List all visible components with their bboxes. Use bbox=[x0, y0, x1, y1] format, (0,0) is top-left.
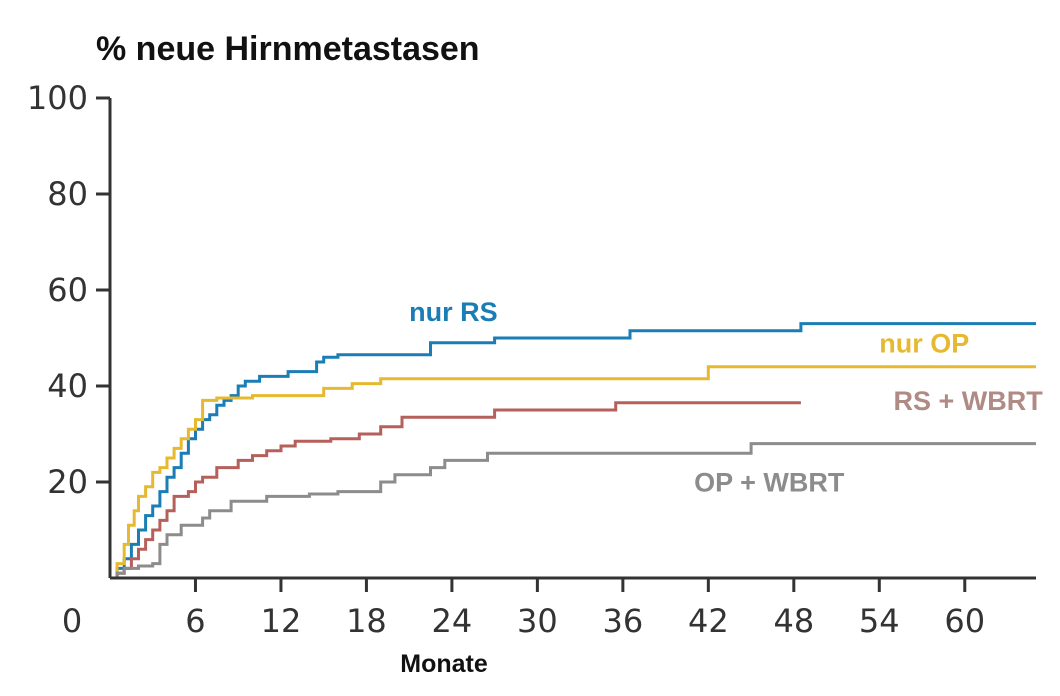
chart-title: % neue Hirnmetastasen bbox=[96, 30, 480, 68]
series-layer bbox=[110, 322, 1036, 580]
y-tick-label: 40 bbox=[47, 367, 88, 405]
x-tick-label: 54 bbox=[859, 602, 900, 640]
x-tick-label-origin: 0 bbox=[62, 602, 82, 640]
axes bbox=[108, 98, 1036, 580]
series-line-op-wbrt bbox=[110, 442, 1036, 580]
series-label-rs-wbrt: RS + WBRT bbox=[894, 386, 1044, 416]
y-tick-label: 20 bbox=[47, 463, 88, 501]
x-tick-label: 48 bbox=[773, 602, 814, 640]
series-line-nur-op bbox=[110, 365, 1036, 580]
x-tick-label: 42 bbox=[688, 602, 729, 640]
y-tick-label: 100 bbox=[27, 79, 88, 117]
tick-layer: 20 40 60 80 100 6 12 18 24 30 36 42 48 54 60 bbox=[27, 79, 985, 640]
x-tick-label: 12 bbox=[261, 602, 302, 640]
y-tick-label: 60 bbox=[47, 271, 88, 309]
series-line-nur-rs bbox=[110, 322, 1036, 580]
x-tick-label: 6 bbox=[185, 602, 205, 640]
series-label-nur-rs: nur RS bbox=[409, 297, 498, 327]
series-line-rs-wbrt bbox=[110, 401, 801, 580]
x-tick-label: 30 bbox=[517, 602, 558, 640]
x-tick-label: 24 bbox=[432, 602, 473, 640]
series-labels: nur RS nur OP RS + WBRT OP + WBRT bbox=[409, 297, 1043, 497]
x-axis-title: Monate bbox=[400, 650, 488, 678]
x-tick-label: 60 bbox=[944, 602, 985, 640]
series-label-op-wbrt: OP + WBRT bbox=[694, 468, 845, 498]
x-tick-label: 18 bbox=[346, 602, 387, 640]
y-tick-label: 80 bbox=[47, 175, 88, 213]
series-label-nur-op: nur OP bbox=[879, 328, 969, 358]
x-tick-label: 36 bbox=[603, 602, 644, 640]
